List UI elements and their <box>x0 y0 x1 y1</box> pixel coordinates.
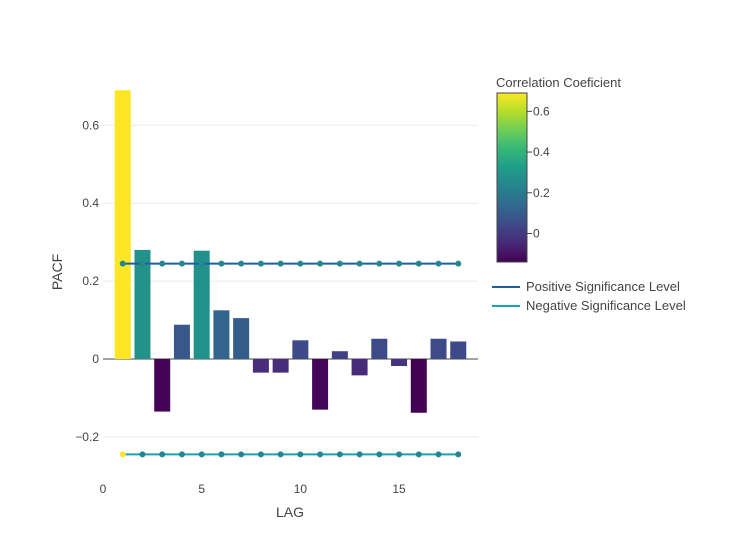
colorbar-tick-label: 0 <box>533 226 540 240</box>
colorbar-tick-label: 0.2 <box>533 186 550 200</box>
bar <box>292 340 309 359</box>
significance-marker <box>356 451 363 458</box>
significance-marker <box>218 260 225 267</box>
significance-marker <box>297 260 304 267</box>
y-tick-label: 0.2 <box>82 274 99 288</box>
significance-marker <box>178 260 185 267</box>
y-axis-ticks: −0.2 0 0.2 0.4 0.6 <box>75 118 99 444</box>
significance-marker <box>198 260 205 267</box>
bar <box>114 90 131 360</box>
significance-marker <box>356 260 363 267</box>
bar <box>272 359 289 373</box>
significance-marker <box>415 260 422 267</box>
bar <box>351 359 368 376</box>
bar <box>312 359 329 410</box>
bar <box>430 338 447 359</box>
significance-marker <box>376 451 383 458</box>
bar <box>450 341 467 359</box>
significance-marker <box>455 260 462 267</box>
bar <box>410 359 427 413</box>
colorbar-tick-label: 0.4 <box>533 145 550 159</box>
x-tick-label: 15 <box>392 482 406 496</box>
legend: Positive Significance Level Negative Sign… <box>492 279 686 313</box>
colorbar-ticks: 0 0.2 0.4 0.6 <box>527 104 550 240</box>
significance-marker <box>159 451 166 458</box>
bar <box>193 250 210 359</box>
y-axis-title: PACF <box>49 254 65 290</box>
significance-marker <box>119 451 126 458</box>
significance-marker <box>257 451 264 458</box>
bar <box>134 249 151 359</box>
significance-marker <box>119 260 126 267</box>
x-axis-ticks: 0 5 10 15 <box>100 482 406 496</box>
x-tick-label: 10 <box>294 482 308 496</box>
x-axis-title: LAG <box>276 504 304 520</box>
significance-marker <box>139 260 146 267</box>
bar <box>154 359 171 412</box>
bar <box>252 359 269 373</box>
bar <box>233 318 250 359</box>
bar <box>213 310 230 359</box>
x-tick-label: 5 <box>198 482 205 496</box>
y-tick-label: 0 <box>92 352 99 366</box>
y-tick-label: 0.4 <box>82 196 99 210</box>
colorbar <box>496 92 528 263</box>
significance-marker <box>376 260 383 267</box>
y-tick-label: −0.2 <box>75 430 99 444</box>
x-tick-label: 0 <box>100 482 107 496</box>
significance-marker <box>336 260 343 267</box>
significance-marker <box>139 451 146 458</box>
significance-marker <box>159 260 166 267</box>
significance-marker <box>297 451 304 458</box>
significance-marker <box>415 451 422 458</box>
significance-marker <box>317 451 324 458</box>
significance-marker <box>218 451 225 458</box>
significance-marker <box>435 260 442 267</box>
significance-marker <box>238 260 245 267</box>
significance-marker <box>238 451 245 458</box>
significance-marker <box>396 260 403 267</box>
y-tick-label: 0.6 <box>82 118 99 132</box>
significance-marker <box>317 260 324 267</box>
significance-marker <box>277 260 284 267</box>
bar <box>371 338 388 359</box>
significance-marker <box>336 451 343 458</box>
legend-label: Negative Significance Level <box>526 298 686 313</box>
bar <box>331 351 348 359</box>
colorbar-title: Correlation Coeficient <box>496 75 621 90</box>
significance-marker <box>435 451 442 458</box>
significance-marker <box>257 260 264 267</box>
legend-label: Positive Significance Level <box>526 279 680 294</box>
significance-marker <box>198 451 205 458</box>
bar <box>391 359 408 367</box>
significance-marker <box>396 451 403 458</box>
significance-marker <box>178 451 185 458</box>
bars-group <box>114 90 467 413</box>
colorbar-tick-label: 0.6 <box>533 104 550 118</box>
bar <box>173 324 190 359</box>
significance-marker <box>455 451 462 458</box>
significance-marker <box>277 451 284 458</box>
significance-lines <box>119 260 462 458</box>
